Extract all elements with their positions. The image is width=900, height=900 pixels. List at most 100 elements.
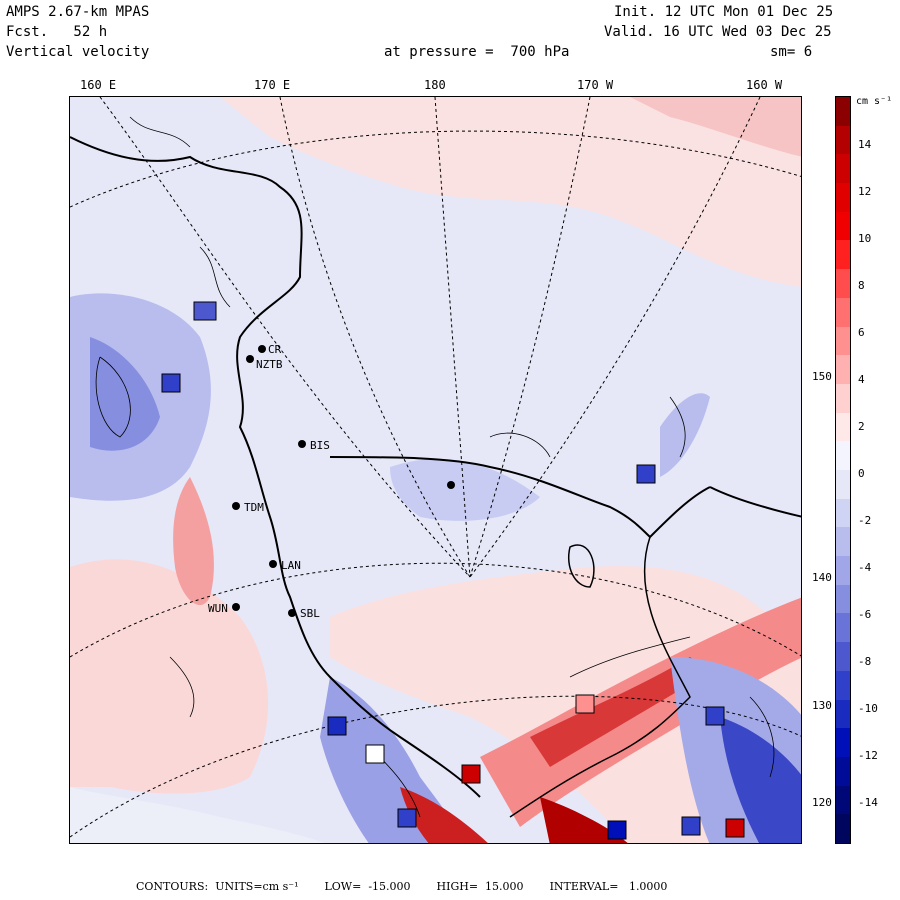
extremum-box: [636, 464, 656, 484]
station-wun-dot: [232, 603, 240, 611]
extremum-box: [725, 818, 745, 838]
extremum-box: [365, 744, 385, 764]
station-tdm-dot: [232, 502, 240, 510]
descent-region-ross: [390, 458, 540, 521]
colorbar-units: cm s⁻¹: [856, 96, 893, 107]
contour-line: [749, 696, 775, 778]
contour-line: [95, 356, 131, 438]
colorbar-segment: [836, 670, 850, 701]
station-label-lan: LAN: [281, 559, 301, 572]
colorbar-segment: [836, 756, 850, 787]
ascent-band-coast: [173, 477, 214, 606]
extremum-box: [461, 764, 481, 784]
station-label-bis: BIS: [310, 439, 330, 452]
colorbar-segment: [836, 355, 850, 385]
colorbar-segment: [836, 211, 850, 241]
field-name: Vertical velocity: [6, 44, 150, 60]
colorbar-tick-label: -6: [858, 608, 872, 621]
variance-zone-red: [400, 787, 488, 843]
station-ross-dot: [447, 481, 455, 489]
coastline-victoria-land: [70, 136, 481, 798]
colorbar-segment: [836, 785, 850, 815]
colorbar-segment: [836, 642, 850, 672]
footer-low: LOW= -15.000: [324, 880, 411, 893]
colorbar-tick-label: 10: [858, 232, 872, 245]
contour-line: [169, 656, 195, 718]
contour-line: [129, 116, 191, 148]
contour-line: [489, 432, 551, 458]
lon-label-170e: 170 E: [254, 78, 291, 92]
colorbar-segment: [836, 470, 850, 500]
colorbar-segment: [836, 441, 850, 471]
colorbar-tick-label: -4: [858, 561, 872, 574]
parallel-north: [70, 130, 801, 208]
smoothing: sm= 6: [770, 44, 813, 60]
colorbar-segment: [836, 556, 850, 586]
colorbar-segment: [836, 728, 850, 758]
contour-line: [199, 246, 231, 308]
colorbar-segment: [836, 699, 850, 729]
colorbar-segment: [836, 412, 850, 442]
extremum-box: [681, 816, 701, 836]
extremum-box: [575, 694, 595, 714]
footer-interval: INTERVAL= 1.0000: [549, 880, 668, 893]
ascent-band-core: [530, 657, 710, 767]
extrema-markers: [161, 301, 745, 840]
station-lan-dot: [269, 560, 277, 568]
variance-zone-deep-red: [540, 797, 628, 843]
grounding-line: [509, 536, 691, 818]
extremum-box: [397, 808, 417, 828]
meridian-170w: [469, 97, 591, 578]
colorbar-segment: [836, 383, 850, 414]
colorbar-tick-label: -2: [858, 514, 872, 527]
colorbar-tick-label: -8: [858, 655, 872, 668]
extremum-box: [193, 301, 217, 321]
station-label-sbl: SBL: [300, 607, 320, 620]
colorbar-segment: [836, 269, 850, 299]
valid-time: Valid. 16 UTC Wed 03 Dec 25: [604, 24, 832, 40]
colorbar-segment: [836, 154, 850, 184]
map-panel: CR NZTB BIS TDM LAN WUN SBL: [69, 96, 802, 844]
colorbar-segment: [836, 527, 850, 557]
init-time: Init. 12 UTC Mon 01 Dec 25: [614, 4, 834, 20]
colorbar-segment: [836, 97, 850, 127]
meridian-170e: [279, 97, 471, 578]
colorbar-tick-label: 4: [858, 373, 865, 386]
station-label-nztb: NZTB: [256, 358, 283, 371]
colorbar: [835, 96, 851, 844]
colorbar-segment: [836, 240, 850, 270]
colorbar-tick-label: 8: [858, 279, 865, 292]
contour-line: [569, 636, 691, 678]
station-markers: [232, 345, 455, 617]
forecast-hour: Fcst. 52 h: [6, 24, 108, 40]
extremum-box: [607, 820, 627, 840]
colorbar-segment: [836, 814, 850, 844]
colorbar-segment: [836, 584, 850, 614]
colorbar-segment: [836, 183, 850, 213]
colorbar-tick-label: -14: [858, 796, 878, 809]
station-cr-dot: [258, 345, 266, 353]
coastline-marie-byrd: [709, 486, 801, 518]
colorbar-tick-label: -10: [858, 702, 878, 715]
colorbar-segment: [836, 125, 850, 155]
descent-region-west-strong: [90, 337, 160, 451]
extremum-box: [705, 706, 725, 726]
lon-label-180: 180: [424, 78, 446, 92]
colorbar-tick-label: 0: [858, 467, 865, 480]
meridian-160e: [99, 97, 471, 578]
colorbar-tick-label: 6: [858, 326, 865, 339]
colorbar-segment: [836, 326, 850, 356]
shelf-ascent-region: [70, 559, 269, 794]
lon-label-170w: 170 W: [577, 78, 614, 92]
station-label-cr: CR: [268, 343, 282, 356]
footer-contours: CONTOURS: UNITS=cm s⁻¹: [136, 880, 299, 893]
roosevelt-island: [568, 544, 595, 588]
footer-high: HIGH= 15.000: [436, 880, 524, 893]
graticule: [70, 97, 801, 838]
low-region: [70, 787, 325, 843]
colorbar-tick-label: 12: [858, 185, 872, 198]
station-bis-dot: [298, 440, 306, 448]
station-label-tdm: TDM: [244, 501, 264, 514]
parallel-south: [70, 695, 801, 838]
colorbar-segment: [836, 613, 850, 643]
